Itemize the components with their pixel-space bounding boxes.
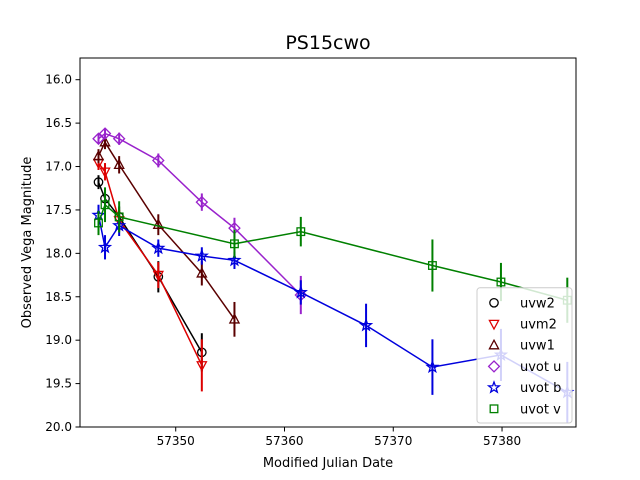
data-point-uvot-u [112, 132, 126, 146]
y-tick-label: 19.0 [45, 333, 72, 347]
legend-label: uvot v [520, 402, 561, 417]
legend-label: uvot u [520, 360, 561, 375]
y-axis-label: Observed Vega Magnitude [20, 157, 35, 329]
y-tick-label: 17.0 [45, 160, 72, 174]
data-point-uvot-u [98, 127, 112, 140]
data-point-uvw2 [93, 177, 104, 188]
y-tick-label: 18.0 [45, 246, 72, 260]
y-tick-label: 19.5 [45, 377, 72, 391]
series-uvw2 [93, 175, 207, 372]
series-line-uvw1 [97, 140, 236, 320]
data-point-uvm2 [152, 270, 165, 282]
series-line-uvot-v [97, 203, 568, 301]
legend-label: uvm2 [520, 318, 557, 333]
data-point-uvot-b [97, 239, 113, 254]
legend-marker [487, 360, 501, 373]
data-point-uvot-b [151, 240, 166, 255]
data-point-uvot-u [92, 132, 105, 146]
data-point-uvot-b [227, 252, 242, 267]
legend-box [476, 287, 573, 424]
series-line-uvw2 [97, 181, 203, 353]
data-point-uvw1 [92, 149, 105, 161]
series-uvw1 [92, 135, 241, 337]
data-point-uvot-v [427, 261, 437, 270]
legend-marker [486, 380, 502, 394]
x-tick-label: 57370 [374, 434, 412, 448]
data-point-uvw1 [99, 135, 111, 147]
legend-marker [489, 297, 499, 308]
data-point-uvot-v [94, 218, 103, 228]
y-tick-label: 16.0 [45, 73, 72, 87]
chart-title: PS15cwo [285, 32, 370, 54]
series-uvot-u [92, 127, 308, 315]
data-point-uvm2 [196, 361, 208, 372]
plot-frame [79, 57, 577, 428]
data-point-uvot-b [194, 248, 209, 263]
data-point-uvot-b [358, 317, 374, 332]
data-point-uvot-u [151, 154, 165, 167]
legend-label: uvw2 [520, 296, 555, 311]
data-point-uvot-u [195, 195, 209, 209]
legend-marker [488, 319, 500, 331]
x-tick-label: 57350 [157, 434, 195, 448]
legend-label: uvot b [520, 381, 561, 396]
data-point-uvw1 [196, 266, 208, 278]
data-point-uvot-v [114, 212, 124, 222]
series-line-uvm2 [97, 162, 203, 366]
data-point-uvot-v [100, 200, 110, 210]
y-tick-label: 20.0 [45, 420, 72, 434]
data-point-uvot-b [293, 284, 308, 299]
data-point-uvot-v [496, 277, 506, 287]
x-tick-label: 57360 [265, 434, 303, 448]
data-point-uvot-v [296, 227, 306, 237]
data-point-uvw1 [152, 218, 165, 229]
legend-label: uvw1 [520, 339, 555, 354]
legend-marker [488, 338, 500, 350]
data-point-uvm2 [99, 167, 111, 179]
y-tick-label: 16.5 [45, 116, 72, 130]
x-tick-label: 57380 [483, 434, 521, 448]
y-tick-label: 18.5 [45, 290, 72, 304]
x-axis-label: Modified Julian Date [263, 456, 393, 471]
data-point-uvot-v [230, 239, 239, 249]
data-point-uvw1 [113, 158, 125, 170]
data-point-uvot-b [425, 359, 440, 374]
y-tick-label: 17.5 [45, 203, 72, 217]
series-uvot-v [94, 187, 572, 323]
legend: uvw2 uvm2 uvw1 uvot u uvot b uvot v [476, 287, 573, 424]
data-point-uvw1 [228, 312, 241, 324]
legend-marker [489, 404, 499, 414]
